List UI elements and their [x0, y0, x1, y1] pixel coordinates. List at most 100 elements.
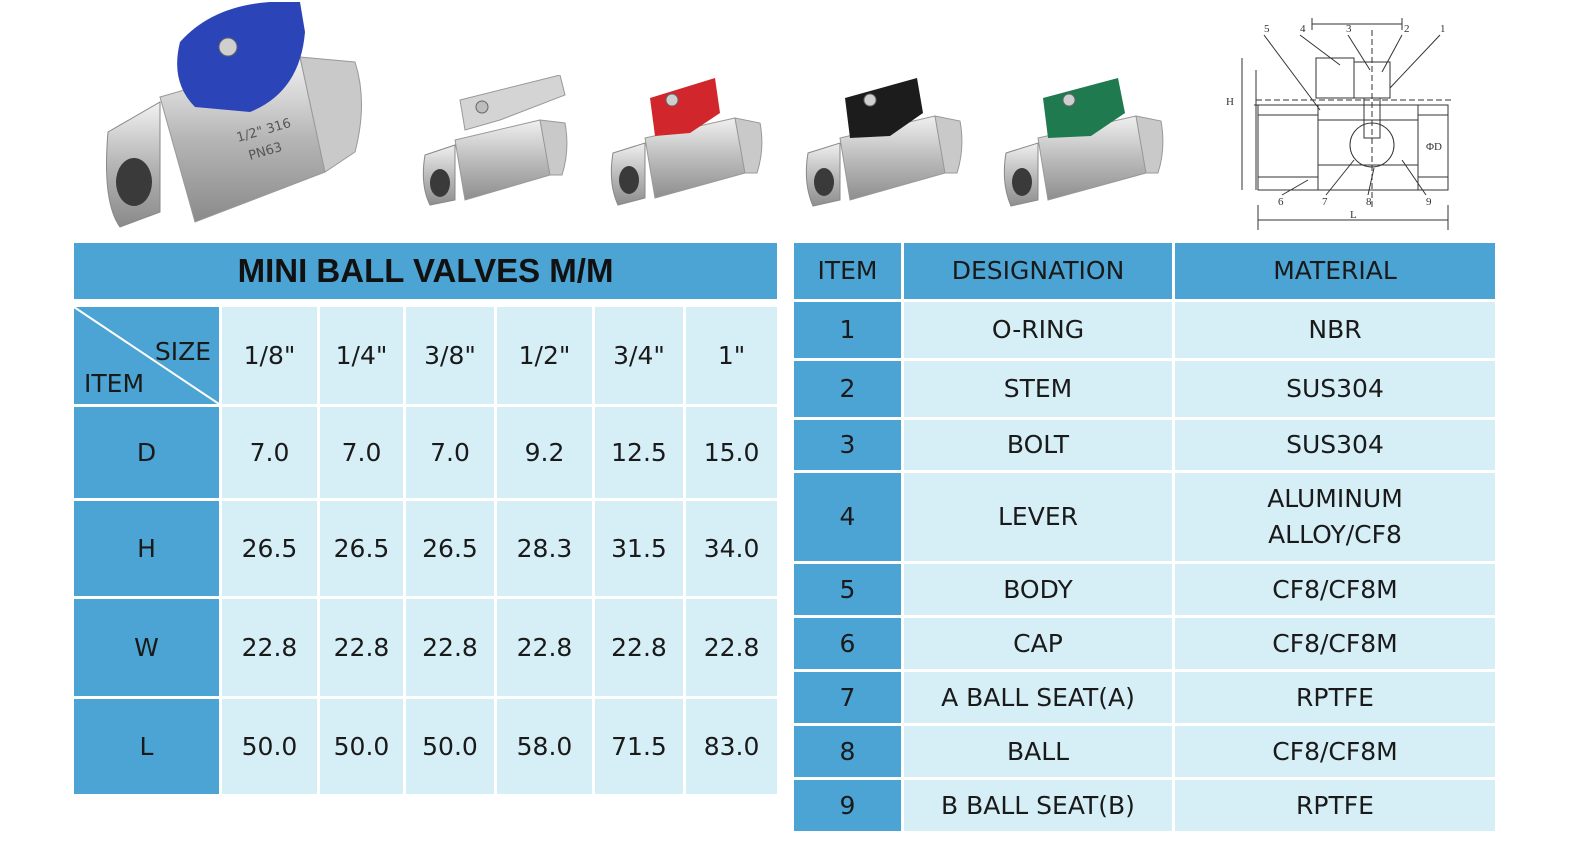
table-row: 9 B BALL SEAT(B) RPTFE	[794, 780, 1495, 831]
value-cell: 22.8	[497, 599, 592, 696]
callout-7: 7	[1322, 196, 1328, 208]
value-cell: 26.5	[320, 501, 403, 596]
value-cell: 22.8	[222, 599, 317, 696]
material-cell: SUS304	[1175, 361, 1495, 417]
item-number: 9	[794, 780, 901, 831]
size-header: 3/4"	[595, 307, 683, 404]
callout-9: 9	[1426, 196, 1432, 208]
size-header: 1/2"	[497, 307, 592, 404]
item-number: 1	[794, 302, 901, 358]
callout-5: 5	[1264, 23, 1270, 35]
value-cell: 7.0	[406, 407, 494, 498]
designation-cell: B BALL SEAT(B)	[904, 780, 1172, 831]
value-cell: 9.2	[497, 407, 592, 498]
designation-cell: BOLT	[904, 420, 1172, 470]
designation-cell: O-RING	[904, 302, 1172, 358]
designation-cell: STEM	[904, 361, 1172, 417]
designation-cell: A BALL SEAT(A)	[904, 672, 1172, 723]
callout-8: 8	[1366, 196, 1372, 208]
size-header: 1"	[686, 307, 778, 404]
item-number: 8	[794, 726, 901, 777]
dim-label-d: ΦD	[1426, 141, 1442, 153]
value-cell: 7.0	[222, 407, 317, 498]
designation-cell: BODY	[904, 564, 1172, 615]
column-header-designation: DESIGNATION	[904, 243, 1172, 299]
value-cell: 50.0	[320, 699, 403, 794]
column-header-item: ITEM	[794, 243, 901, 299]
callout-3: 3	[1346, 23, 1352, 35]
row-item-label: H	[74, 501, 219, 596]
valve-photo-black	[805, 78, 965, 210]
table-row: 3 BOLT SUS304	[794, 420, 1495, 470]
valve-photo-silver	[420, 75, 570, 210]
material-cell: ALUMINUM ALLOY/CF8	[1175, 473, 1495, 561]
material-cell: CF8/CF8M	[1175, 564, 1495, 615]
size-header: 1/8"	[222, 307, 317, 404]
row-item-label: D	[74, 407, 219, 498]
table-row: 6 CAP CF8/CF8M	[794, 618, 1495, 669]
materials-table: ITEM DESIGNATION MATERIAL 1 O-RING NBR 2…	[794, 243, 1495, 831]
table-row: H 26.5 26.5 26.5 28.3 31.5 34.0	[74, 501, 778, 596]
designation-cell: BALL	[904, 726, 1172, 777]
table-row: 5 BODY CF8/CF8M	[794, 564, 1495, 615]
table-title: MINI BALL VALVES M/M	[74, 243, 778, 299]
table-row: 2 STEM SUS304	[794, 361, 1495, 417]
value-cell: 22.8	[320, 599, 403, 696]
material-cell: RPTFE	[1175, 780, 1495, 831]
valve-photo-green	[1003, 78, 1168, 210]
callout-6: 6	[1278, 196, 1284, 208]
row-item-label: L	[74, 699, 219, 794]
dim-label-l: L	[1350, 209, 1357, 221]
value-cell: 26.5	[222, 501, 317, 596]
designation-cell: LEVER	[904, 473, 1172, 561]
value-cell: 22.8	[686, 599, 778, 696]
value-cell: 7.0	[320, 407, 403, 498]
callout-2: 2	[1404, 23, 1410, 35]
material-cell: CF8/CF8M	[1175, 618, 1495, 669]
value-cell: 22.8	[406, 599, 494, 696]
value-cell: 12.5	[595, 407, 683, 498]
table-row: 8 BALL CF8/CF8M	[794, 726, 1495, 777]
value-cell: 83.0	[686, 699, 778, 794]
table-row: 4 LEVER ALUMINUM ALLOY/CF8	[794, 473, 1495, 561]
table-row: W 22.8 22.8 22.8 22.8 22.8 22.8	[74, 599, 778, 696]
size-header: 3/8"	[406, 307, 494, 404]
row-item-label: W	[74, 599, 219, 696]
item-number: 4	[794, 473, 901, 561]
item-number: 5	[794, 564, 901, 615]
callout-1: 1	[1440, 23, 1446, 35]
size-header-label: SIZE	[154, 337, 211, 366]
table-row: 7 A BALL SEAT(A) RPTFE	[794, 672, 1495, 723]
material-cell: CF8/CF8M	[1175, 726, 1495, 777]
size-header: 1/4"	[320, 307, 403, 404]
table-row: L 50.0 50.0 50.0 58.0 71.5 83.0	[74, 699, 778, 794]
valve-photo-blue: 1/2" 316 PN63	[100, 2, 370, 234]
size-item-corner: SIZE ITEM	[74, 307, 219, 404]
item-number: 2	[794, 361, 901, 417]
value-cell: 31.5	[595, 501, 683, 596]
valve-photo-red	[610, 78, 765, 208]
item-number: 7	[794, 672, 901, 723]
value-cell: 50.0	[222, 699, 317, 794]
value-cell: 58.0	[497, 699, 592, 794]
value-cell: 22.8	[595, 599, 683, 696]
item-number: 6	[794, 618, 901, 669]
value-cell: 28.3	[497, 501, 592, 596]
dim-label-h: H	[1226, 96, 1234, 108]
value-cell: 34.0	[686, 501, 778, 596]
column-header-material: MATERIAL	[1175, 243, 1495, 299]
cross-section-drawing: 5 4 3 2 1 6 7 8 9 H L ΦD	[1222, 10, 1472, 236]
value-cell: 15.0	[686, 407, 778, 498]
dimensions-table: MINI BALL VALVES M/M SIZE ITEM 1/8" 1/4"…	[74, 243, 778, 794]
value-cell: 50.0	[406, 699, 494, 794]
item-number: 3	[794, 420, 901, 470]
value-cell: 71.5	[595, 699, 683, 794]
table-row: 1 O-RING NBR	[794, 302, 1495, 358]
callout-4: 4	[1300, 23, 1306, 35]
table-row: D 7.0 7.0 7.0 9.2 12.5 15.0	[74, 407, 778, 498]
value-cell: 26.5	[406, 501, 494, 596]
designation-cell: CAP	[904, 618, 1172, 669]
material-cell: NBR	[1175, 302, 1495, 358]
material-cell: SUS304	[1175, 420, 1495, 470]
item-header-label: ITEM	[84, 369, 145, 398]
